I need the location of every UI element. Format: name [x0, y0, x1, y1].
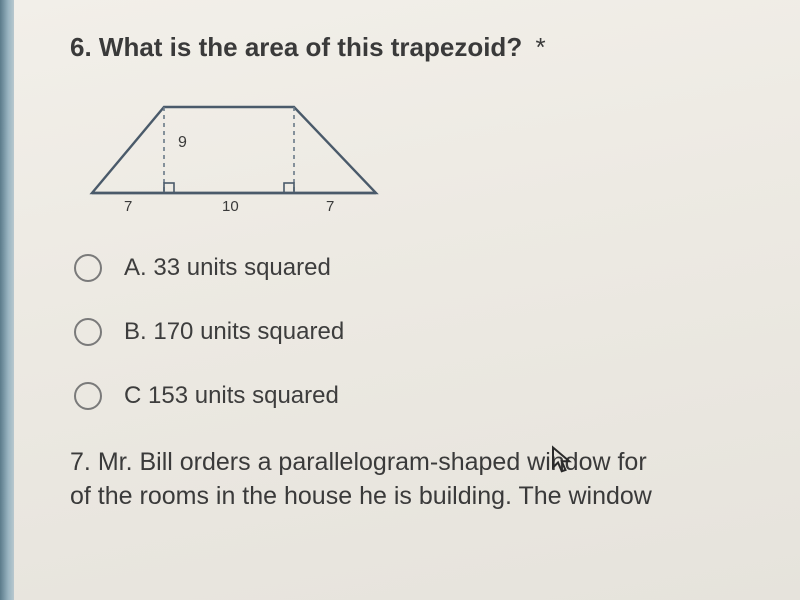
radio-c[interactable] [74, 382, 102, 410]
right-angle-mark-left [164, 183, 174, 193]
option-a-label: 33 units squared [153, 254, 330, 281]
trapezoid-outline [92, 107, 376, 193]
required-asterisk: * [535, 32, 545, 62]
option-a-letter: A. [124, 254, 147, 281]
question-7-line2: of the rooms in the house he is building… [70, 482, 652, 510]
question-6-prompt: What is the area of this trapezoid? [99, 32, 522, 62]
question-7-partial: 7. Mr. Bill orders a parallelogram-shape… [70, 446, 754, 514]
option-c[interactable]: C 153 units squared [74, 382, 754, 410]
option-b[interactable]: B. 170 units squared [74, 318, 754, 346]
radio-a[interactable] [74, 254, 102, 282]
height-label: 9 [178, 134, 187, 151]
option-c-label: 153 units squared [148, 382, 339, 409]
mid-base-label: 10 [222, 198, 239, 215]
question-6-heading: 6. What is the area of this trapezoid? * [70, 32, 754, 63]
radio-b[interactable] [74, 318, 102, 346]
option-b-text: B. 170 units squared [124, 318, 344, 346]
quiz-page: 6. What is the area of this trapezoid? *… [14, 0, 800, 600]
option-b-label: 170 units squared [153, 318, 344, 345]
option-b-letter: B. [124, 318, 147, 345]
right-base-label: 7 [326, 198, 334, 215]
left-base-label: 7 [124, 198, 132, 215]
question-6-number: 6. [70, 32, 92, 62]
trapezoid-figure: 9 7 10 7 [74, 89, 394, 219]
question-7-number: 7. [70, 448, 91, 476]
option-a-text: A. 33 units squared [124, 254, 331, 282]
mouse-cursor-icon [550, 445, 576, 475]
option-a[interactable]: A. 33 units squared [74, 254, 754, 282]
right-angle-mark-right [284, 183, 294, 193]
option-c-letter: C [124, 382, 141, 409]
options-group: A. 33 units squared B. 170 units squared… [74, 254, 754, 410]
option-c-text: C 153 units squared [124, 382, 339, 410]
page-left-margin [0, 0, 14, 600]
